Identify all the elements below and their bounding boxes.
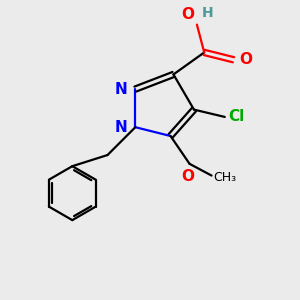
Text: H: H bbox=[202, 6, 214, 20]
Text: O: O bbox=[181, 7, 194, 22]
Text: N: N bbox=[114, 82, 127, 97]
Text: O: O bbox=[239, 52, 252, 67]
Text: CH₃: CH₃ bbox=[213, 170, 236, 184]
Text: Cl: Cl bbox=[228, 110, 244, 124]
Text: O: O bbox=[182, 169, 195, 184]
Text: N: N bbox=[114, 120, 127, 135]
